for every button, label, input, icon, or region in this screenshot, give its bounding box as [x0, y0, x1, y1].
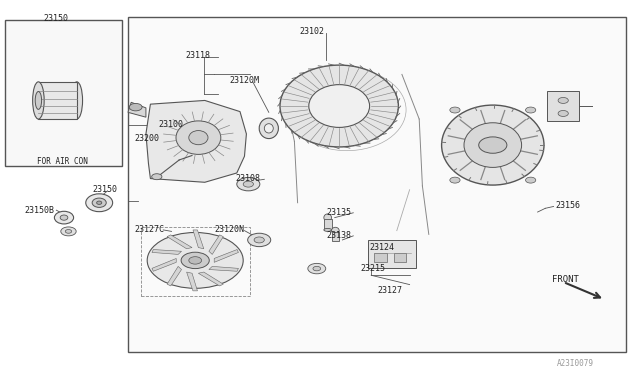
Text: FRONT: FRONT — [552, 275, 579, 284]
Text: 23135: 23135 — [326, 208, 351, 217]
Ellipse shape — [54, 211, 74, 224]
Bar — [324, 219, 332, 230]
Bar — [368, 240, 416, 268]
Circle shape — [308, 263, 326, 274]
Text: 23200: 23200 — [134, 134, 159, 143]
Polygon shape — [167, 235, 192, 249]
Ellipse shape — [33, 82, 44, 119]
Ellipse shape — [464, 123, 522, 167]
Text: 23124: 23124 — [370, 243, 395, 252]
Ellipse shape — [176, 121, 221, 154]
Ellipse shape — [86, 194, 113, 212]
Circle shape — [479, 137, 507, 153]
Ellipse shape — [309, 85, 370, 127]
Text: 23150: 23150 — [44, 14, 69, 23]
Circle shape — [525, 107, 536, 113]
Circle shape — [129, 103, 142, 111]
Circle shape — [313, 266, 321, 271]
Ellipse shape — [92, 198, 106, 207]
Text: 23118: 23118 — [186, 51, 211, 60]
Circle shape — [558, 97, 568, 103]
Polygon shape — [128, 102, 146, 117]
Ellipse shape — [60, 215, 68, 220]
Polygon shape — [167, 266, 182, 286]
Text: 23150B: 23150B — [24, 206, 54, 215]
Bar — [547, 91, 579, 121]
Circle shape — [525, 177, 536, 183]
Ellipse shape — [332, 227, 339, 234]
Polygon shape — [152, 259, 176, 271]
Text: 23138: 23138 — [326, 231, 351, 240]
Text: 23108: 23108 — [236, 174, 260, 183]
Circle shape — [450, 107, 460, 113]
Circle shape — [254, 237, 264, 243]
Polygon shape — [193, 230, 204, 249]
Circle shape — [152, 174, 162, 180]
Ellipse shape — [324, 214, 332, 221]
Circle shape — [147, 232, 243, 288]
Ellipse shape — [71, 82, 83, 119]
Circle shape — [248, 233, 271, 247]
Text: 23120N: 23120N — [214, 225, 244, 234]
Circle shape — [189, 257, 202, 264]
Bar — [38, 82, 77, 119]
Circle shape — [65, 230, 72, 233]
Polygon shape — [187, 272, 197, 291]
Ellipse shape — [189, 131, 208, 145]
Text: 23127C: 23127C — [134, 225, 164, 234]
Bar — [374, 253, 387, 262]
Text: 23150: 23150 — [93, 185, 118, 194]
Ellipse shape — [35, 92, 42, 109]
Text: 23127: 23127 — [378, 286, 403, 295]
Circle shape — [558, 110, 568, 116]
Text: 23100: 23100 — [159, 120, 184, 129]
Text: 23120M: 23120M — [229, 76, 259, 85]
Circle shape — [450, 177, 460, 183]
Polygon shape — [198, 272, 223, 286]
Polygon shape — [209, 235, 223, 254]
Polygon shape — [209, 266, 239, 271]
Bar — [394, 253, 406, 262]
Bar — [5, 20, 122, 166]
Circle shape — [181, 252, 209, 269]
Circle shape — [243, 181, 253, 187]
Text: 23215: 23215 — [360, 264, 385, 273]
Ellipse shape — [324, 228, 332, 231]
Bar — [141, 227, 250, 296]
Ellipse shape — [280, 65, 398, 147]
Polygon shape — [214, 250, 239, 262]
Bar — [332, 232, 339, 241]
Circle shape — [61, 227, 76, 236]
Text: 23102: 23102 — [300, 27, 324, 36]
Ellipse shape — [264, 124, 273, 133]
Ellipse shape — [259, 118, 278, 138]
Polygon shape — [146, 100, 246, 182]
Ellipse shape — [97, 201, 102, 204]
Ellipse shape — [442, 105, 544, 185]
Circle shape — [237, 177, 260, 191]
Text: A23I0079: A23I0079 — [557, 359, 594, 368]
Bar — [128, 17, 626, 352]
Text: FOR AIR CON: FOR AIR CON — [37, 157, 88, 166]
Text: 23156: 23156 — [556, 201, 580, 210]
Polygon shape — [152, 250, 182, 254]
